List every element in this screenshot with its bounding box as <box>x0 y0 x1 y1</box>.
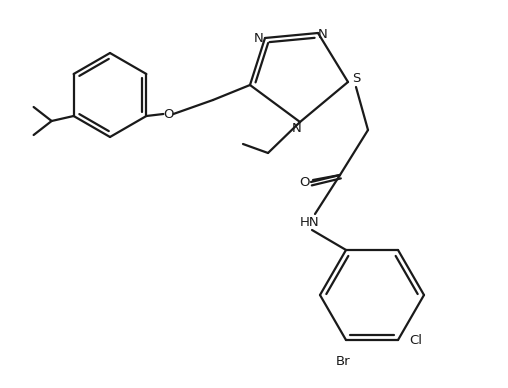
Text: N: N <box>254 33 264 45</box>
Text: O: O <box>163 107 174 121</box>
Text: N: N <box>318 28 328 40</box>
Text: HN: HN <box>300 215 320 229</box>
Text: N: N <box>292 123 302 135</box>
Text: O: O <box>300 175 310 189</box>
Text: Cl: Cl <box>409 334 422 346</box>
Text: S: S <box>352 73 360 85</box>
Text: Br: Br <box>336 355 351 368</box>
